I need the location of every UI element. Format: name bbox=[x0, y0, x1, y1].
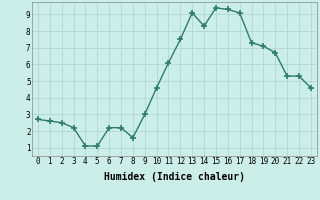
X-axis label: Humidex (Indice chaleur): Humidex (Indice chaleur) bbox=[104, 172, 245, 182]
